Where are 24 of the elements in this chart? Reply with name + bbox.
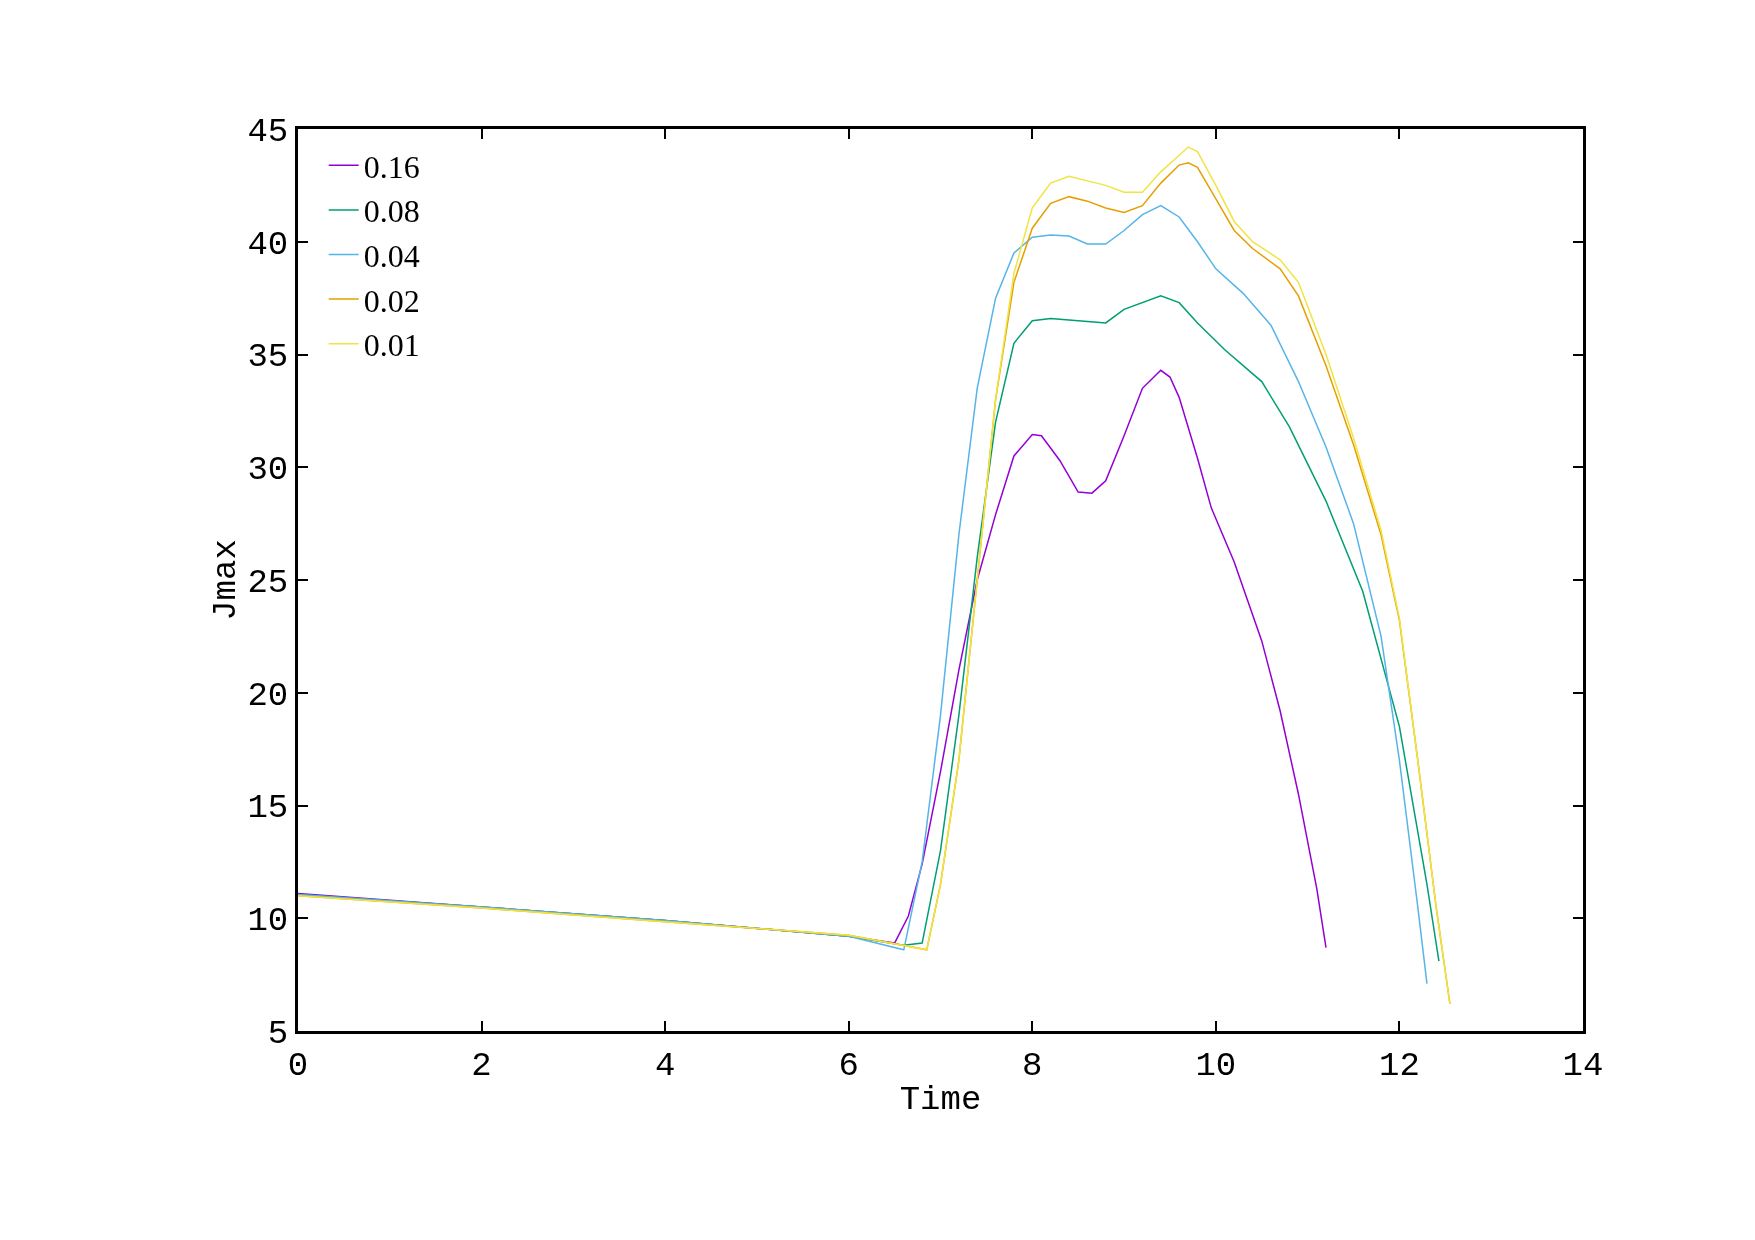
y-axis-title: Jmax: [206, 539, 245, 621]
x-tick-label: 4: [654, 1046, 676, 1085]
y-tick-label: 30: [247, 451, 289, 490]
y-tick-label: 35: [247, 338, 289, 377]
y-tick-label: 5: [267, 1014, 289, 1053]
y-tick-label: 25: [247, 563, 289, 602]
y-tick-label: 40: [247, 225, 289, 264]
y-tick-label: 15: [247, 789, 289, 828]
legend-label: 0.08: [363, 193, 420, 230]
x-tick-label: 8: [1022, 1046, 1043, 1085]
legend-label: 0.04: [363, 238, 420, 274]
x-tick-label: 6: [838, 1046, 859, 1085]
legend-label: 0.16: [363, 148, 420, 185]
y-tick-label: 20: [247, 676, 289, 715]
y-tick-label: 45: [247, 112, 289, 151]
legend-label: 0.01: [363, 327, 420, 364]
x-tick-label: 2: [471, 1046, 492, 1085]
x-tick-label: 12: [1379, 1046, 1420, 1085]
legend-label: 0.02: [363, 282, 420, 319]
x-tick-label: 14: [1562, 1046, 1604, 1085]
x-axis-title: Time: [899, 1081, 982, 1120]
x-tick-label: 0: [287, 1046, 309, 1085]
y-tick-label: 10: [247, 902, 289, 941]
x-tick-label: 10: [1195, 1046, 1237, 1085]
